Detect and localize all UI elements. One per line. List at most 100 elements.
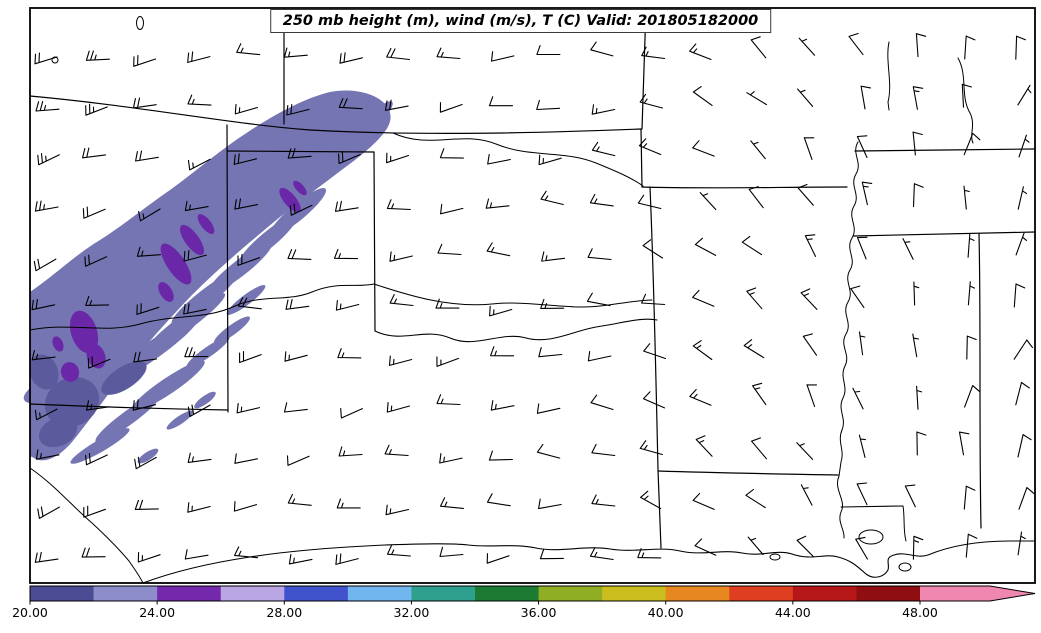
pearl-river xyxy=(902,505,907,542)
wind-barb xyxy=(1015,35,1026,60)
wind-barb xyxy=(284,351,308,362)
map-water-feature xyxy=(898,562,912,572)
wind-barb xyxy=(234,103,258,115)
wind-barb xyxy=(913,281,920,306)
wind-barb xyxy=(1018,487,1035,510)
wind-barb xyxy=(641,46,666,60)
nm-tx-west-border xyxy=(226,124,229,413)
wind-barb xyxy=(340,407,363,419)
wind-barb xyxy=(439,148,464,159)
wind-barb xyxy=(286,455,310,466)
wind-barb xyxy=(187,404,211,418)
wind-barb xyxy=(798,37,816,56)
colorbar-tick-label: 48.00 xyxy=(902,605,938,620)
wind-barb xyxy=(695,435,713,457)
wind-barb xyxy=(490,346,515,357)
wind-barb xyxy=(589,193,614,207)
ok-panhandle-south-border xyxy=(226,150,375,153)
wind-barb xyxy=(694,237,717,256)
wind-barb xyxy=(287,249,312,260)
wind-barb xyxy=(587,248,612,261)
gulf-coastline xyxy=(142,540,1036,584)
colorbar-tick-label: 44.00 xyxy=(775,605,811,620)
wind-barb xyxy=(85,50,110,61)
wind-barb xyxy=(541,251,566,262)
shading-dark-patch xyxy=(86,343,106,369)
wind-barb xyxy=(538,498,562,510)
wind-barb xyxy=(750,140,766,160)
wind-barb xyxy=(640,490,662,510)
shading-streak xyxy=(70,428,130,464)
la-ms-31-border xyxy=(840,505,904,508)
wind-barb xyxy=(637,194,662,210)
shading-streak xyxy=(194,391,216,409)
wind-barb xyxy=(861,181,873,206)
wind-barb xyxy=(1017,531,1026,556)
wind-barb xyxy=(386,199,411,211)
wind-barb xyxy=(138,208,161,222)
tn-ms-al-border xyxy=(852,231,1036,237)
wind-barbs xyxy=(31,32,1035,565)
wind-barb xyxy=(86,400,110,411)
wind-barb xyxy=(84,254,108,267)
wind-barb xyxy=(288,553,313,565)
wind-barb xyxy=(436,47,461,60)
wind-barb xyxy=(958,431,970,456)
wind-barb xyxy=(966,335,977,360)
wind-barb xyxy=(233,153,258,165)
wind-barb xyxy=(589,547,614,561)
wind-barb xyxy=(490,51,515,62)
wind-barb xyxy=(339,52,363,64)
colorbar-tick-label: 28.00 xyxy=(266,605,302,620)
wind-barb xyxy=(796,442,814,460)
wind-barb xyxy=(485,198,510,209)
colorbar-segment xyxy=(792,586,858,601)
wind-barb xyxy=(184,549,209,560)
colorbar-outline xyxy=(29,585,1036,602)
shading-mid-patch xyxy=(29,354,59,390)
wind-barb xyxy=(490,400,515,411)
wind-barb xyxy=(137,551,161,563)
colorbar-tick-label: 24.00 xyxy=(139,605,175,620)
wind-barb xyxy=(912,86,924,110)
colorbar-tick-label: 36.00 xyxy=(521,605,557,620)
wind-barb xyxy=(37,506,60,519)
wind-barb xyxy=(1017,434,1032,458)
tx-panhandle-east-border xyxy=(373,151,376,332)
wind-barb xyxy=(591,141,616,157)
wind-barb xyxy=(540,298,565,309)
wind-barb xyxy=(1015,381,1030,406)
wind-barb xyxy=(855,536,868,560)
wind-barb xyxy=(539,549,564,560)
wind-barb xyxy=(239,351,262,364)
wind-barb xyxy=(386,402,411,413)
wind-barb xyxy=(1015,232,1027,256)
wind-barb xyxy=(435,298,460,309)
wind-barb xyxy=(689,43,712,61)
wind-barb xyxy=(37,152,60,166)
wind-barb xyxy=(912,183,924,208)
wind-barb xyxy=(183,249,207,262)
wind-barb xyxy=(133,54,157,67)
wind-barb xyxy=(848,32,864,56)
wind-barb xyxy=(1018,134,1030,158)
wind-barb xyxy=(902,238,914,260)
colorbar-tick-label: 20.00 xyxy=(12,605,48,620)
wind-barb xyxy=(439,102,463,113)
wind-barb xyxy=(746,287,763,310)
wind-barb xyxy=(187,158,211,171)
wind-barb xyxy=(85,295,110,306)
wind-barb xyxy=(591,104,616,115)
wind-barb xyxy=(236,402,261,414)
map-water-feature xyxy=(769,553,781,561)
wind-barb xyxy=(184,200,209,212)
wind-barb xyxy=(233,501,258,512)
wind-barb xyxy=(536,99,561,111)
wind-barb xyxy=(389,294,414,307)
wind-barb xyxy=(486,242,511,257)
wind-barb xyxy=(136,246,161,257)
colorbar: 20.00 24.00 28.00 32.00 36.00 40.00 44.00 48.00 xyxy=(12,585,1036,620)
wind-barb xyxy=(750,36,767,59)
wind-barb xyxy=(384,444,409,457)
